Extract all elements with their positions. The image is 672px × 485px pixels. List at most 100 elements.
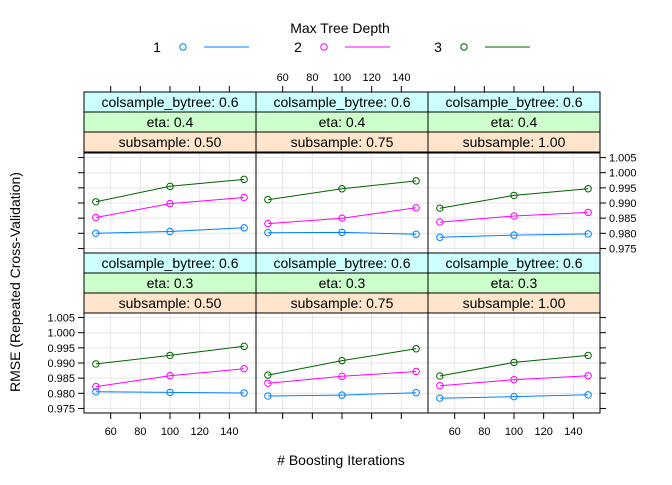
legend: Max Tree Depth 1 2 3 [153, 20, 530, 55]
strip-label-colsample: colsample_bytree: 0.6 [274, 94, 411, 110]
strip-label-eta: eta: 0.4 [491, 114, 538, 130]
data-point-3 [338, 185, 346, 193]
data-point-2 [166, 199, 174, 208]
data-point-2 [412, 367, 420, 376]
data-point-2 [584, 208, 592, 217]
data-point-2 [436, 382, 444, 390]
series-line-1 [95, 391, 245, 394]
strip-label-subsample: subsample: 0.50 [119, 295, 222, 311]
strip-label-eta: eta: 0.3 [147, 275, 194, 291]
data-point-2 [240, 193, 248, 202]
top-x-tick-label: 120 [362, 72, 380, 84]
legend-marker-1 [179, 43, 187, 51]
series-line-1 [439, 394, 589, 399]
top-x-tick-label: 140 [392, 72, 410, 84]
data-point-3 [264, 195, 272, 204]
data-point-3 [166, 182, 174, 191]
data-point-2 [338, 214, 346, 222]
data-point-1 [166, 388, 174, 397]
series-line-2 [95, 197, 245, 218]
bottom-x-tick-label: 120 [534, 426, 552, 438]
data-point-3 [584, 185, 592, 193]
x-axis-title: # Boosting Iterations [277, 452, 405, 468]
data-point-1 [264, 392, 272, 400]
legend-entries: 1 2 3 [153, 39, 530, 55]
data-point-2 [92, 382, 100, 391]
series-line-2 [439, 211, 589, 223]
bottom-x-tick-label: 120 [190, 426, 208, 438]
strip-label-subsample: subsample: 1.00 [463, 134, 566, 150]
data-point-3 [436, 204, 444, 212]
series-line-1 [439, 233, 589, 238]
data-point-1 [412, 388, 420, 397]
data-point-2 [436, 218, 444, 226]
top-x-axis: 60 80 100 120 140 [110, 72, 574, 92]
strip-label-colsample: colsample_bytree: 0.6 [102, 255, 239, 271]
panel-5: colsample_bytree: 0.6 eta: 0.3 subsample: … [255, 252, 429, 414]
right-y-tick-label: 0.985 [609, 213, 637, 225]
data-point-3 [412, 177, 420, 185]
strip-label-subsample: subsample: 0.75 [291, 134, 394, 150]
left-y-tick-label: 0.990 [47, 358, 75, 370]
right-y-tick-label: 0.990 [609, 198, 637, 210]
legend-label-1: 1 [153, 39, 161, 55]
data-point-3 [510, 358, 518, 367]
data-point-1 [338, 228, 346, 237]
data-point-2 [240, 365, 248, 373]
data-point-3 [240, 175, 248, 184]
data-point-2 [264, 219, 272, 228]
data-point-2 [264, 379, 272, 388]
data-point-2 [510, 212, 518, 220]
panel-1: colsample_bytree: 0.6 eta: 0.4 subsample: … [83, 91, 257, 254]
left-y-tick-label: 0.985 [47, 373, 75, 385]
data-point-1 [92, 388, 100, 396]
strip-label-colsample: colsample_bytree: 0.6 [446, 94, 583, 110]
data-point-1 [510, 231, 518, 239]
left-y-tick-label: 0.980 [47, 388, 75, 400]
left-y-tick-label: 1.000 [47, 328, 75, 340]
bottom-x-tick-label: 100 [505, 426, 523, 438]
bottom-x-axis: 60 80 100 120 140 60 80 100 120 140 [105, 413, 582, 438]
data-point-2 [338, 372, 346, 381]
legend-label-2: 2 [294, 39, 302, 55]
panel-2: colsample_bytree: 0.6 eta: 0.4 subsample: … [255, 91, 429, 254]
legend-marker-2 [320, 43, 328, 51]
series-line-3 [439, 188, 589, 209]
bottom-x-tick-label: 80 [134, 426, 146, 438]
data-point-3 [166, 351, 174, 360]
bottom-x-tick-label: 60 [105, 426, 117, 438]
right-y-tick-label: 1.005 [609, 153, 637, 165]
data-point-1 [240, 389, 248, 397]
bottom-x-tick-label: 100 [161, 426, 179, 438]
right-y-tick-label: 0.980 [609, 228, 637, 240]
top-x-tick-label: 60 [277, 72, 289, 84]
left-y-tick-label: 0.995 [47, 343, 75, 355]
series-line-2 [95, 368, 245, 388]
strip-label-eta: eta: 0.4 [147, 114, 194, 130]
strip-label-eta: eta: 0.3 [319, 275, 366, 291]
panels: colsample_bytree: 0.6 eta: 0.4 subsample: … [83, 91, 601, 414]
strip-label-subsample: subsample: 0.75 [291, 295, 394, 311]
data-point-2 [510, 375, 518, 384]
data-point-2 [166, 372, 174, 380]
data-point-1 [436, 233, 444, 241]
series-line-2 [267, 371, 417, 384]
data-point-1 [584, 230, 592, 238]
data-point-2 [412, 204, 420, 212]
top-x-tick-label: 80 [306, 72, 318, 84]
strip-label-eta: eta: 0.4 [319, 114, 366, 130]
bottom-x-tick-label: 60 [449, 426, 461, 438]
data-point-1 [510, 392, 518, 401]
data-point-3 [584, 351, 592, 360]
top-x-tick-label: 100 [333, 72, 351, 84]
data-point-1 [412, 230, 420, 238]
data-point-3 [264, 371, 272, 379]
data-point-2 [584, 372, 592, 380]
left-y-tick-label: 1.005 [47, 313, 75, 325]
data-point-1 [92, 229, 100, 238]
data-point-1 [166, 227, 174, 236]
data-point-1 [240, 224, 248, 232]
strip-label-colsample: colsample_bytree: 0.6 [274, 255, 411, 271]
